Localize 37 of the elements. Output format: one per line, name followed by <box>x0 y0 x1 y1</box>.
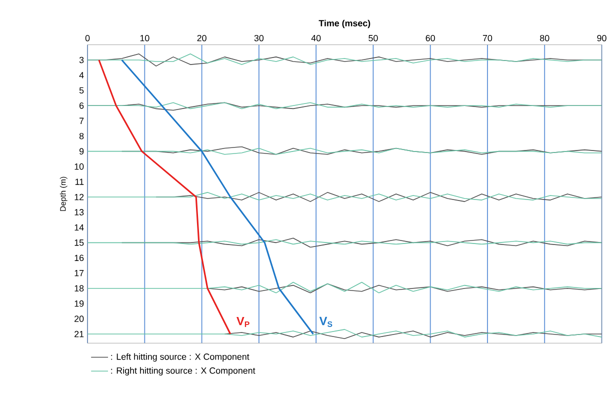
y-tick-label: 11 <box>75 178 84 185</box>
legend-label: : Left hitting source : X Component <box>111 353 250 362</box>
y-tick-label: 8 <box>79 133 84 140</box>
x-tick-label: 60 <box>426 35 435 42</box>
y-tick-label: 20 <box>74 316 84 322</box>
series-label: V$_{P}$ <box>236 317 250 328</box>
x-tick-label: 30 <box>254 35 264 42</box>
line-series <box>224 330 602 340</box>
y-tick-label: 15 <box>74 240 84 246</box>
x-tick-label: 80 <box>540 35 550 42</box>
y-tick-label: 5 <box>79 87 84 94</box>
y-tick-label: 17 <box>74 270 84 276</box>
y-tick-label: 14 <box>74 224 84 231</box>
x-tick-label: 50 <box>368 35 378 42</box>
legend-label: : Right hitting source : X Component <box>111 367 256 376</box>
x-tick-label: 90 <box>597 35 606 42</box>
x-tick-label: 70 <box>482 35 492 42</box>
y-tick-label: 6 <box>80 102 84 109</box>
y-tick-label: 16 <box>74 254 84 262</box>
x-tick-label: 40 <box>311 35 321 42</box>
y-tick-label: 7 <box>80 118 84 124</box>
y-tick-label: 12 <box>74 194 84 200</box>
y-tick-label: 21 <box>74 330 84 338</box>
line-series <box>98 59 232 335</box>
y-tick-label: 19 <box>74 300 84 307</box>
y-tick-label: 4 <box>79 72 84 78</box>
y-tick-label: 10 <box>74 163 84 170</box>
y-tick-label: 3 <box>79 56 84 64</box>
x-tick-label: 10 <box>140 35 150 42</box>
y-tick-label: 13 <box>74 209 84 216</box>
x-axis-title: Time (msec) <box>318 20 370 28</box>
x-tick-label: 0 <box>85 35 90 42</box>
x-tick-label: 20 <box>197 35 206 42</box>
y-tick-label: 18 <box>74 285 84 292</box>
line-series <box>121 59 314 335</box>
series-label: V$_{S}$ <box>319 316 332 328</box>
y-tick-label: 9 <box>79 148 84 155</box>
